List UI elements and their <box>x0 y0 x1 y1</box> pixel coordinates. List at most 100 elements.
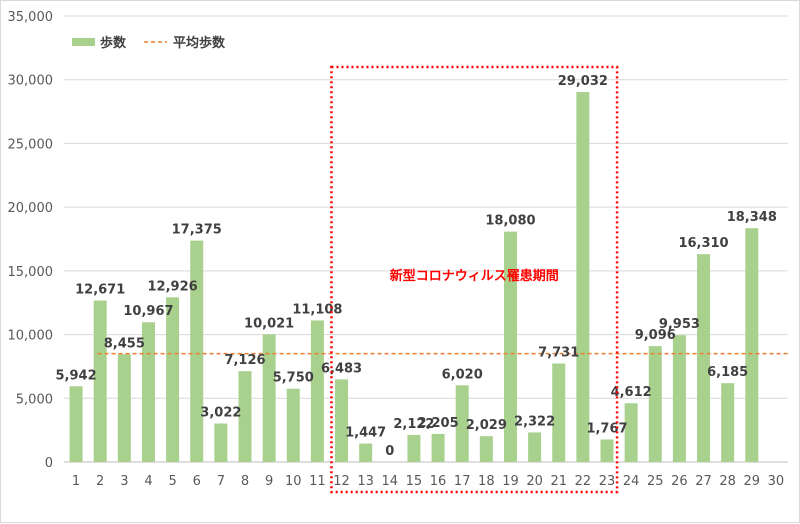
x-tick-label: 16 <box>430 474 447 489</box>
bar-day-21 <box>552 363 566 462</box>
data-label-day-24: 4,612 <box>611 385 652 400</box>
bar-day-7 <box>214 423 228 462</box>
x-tick-label: 4 <box>144 474 152 489</box>
data-label-day-5: 12,926 <box>148 279 198 294</box>
gridlines <box>64 15 788 463</box>
data-label-day-23: 1,767 <box>586 421 627 436</box>
x-tick-label: 11 <box>309 474 326 489</box>
x-tick-label: 21 <box>550 474 567 489</box>
x-tick-label: 29 <box>744 474 761 489</box>
x-tick-label: 26 <box>671 474 688 489</box>
bar-day-20 <box>528 432 542 462</box>
legend-swatch-steps <box>72 38 95 46</box>
bar-day-26 <box>672 335 686 462</box>
y-tick-label: 10,000 <box>8 329 54 344</box>
x-tick-label: 13 <box>357 474 374 489</box>
y-tick-label: 20,000 <box>8 201 54 216</box>
x-tick-label: 6 <box>193 474 201 489</box>
x-tick-label: 12 <box>333 474 350 489</box>
bar-day-24 <box>624 403 638 462</box>
bar-day-2 <box>93 300 107 462</box>
bar-day-22 <box>576 92 590 462</box>
data-label-day-11: 11,108 <box>292 302 342 317</box>
bar-day-5 <box>166 297 180 462</box>
step-bars <box>69 92 759 462</box>
x-tick-label: 28 <box>719 474 736 489</box>
data-label-day-26: 9,953 <box>659 317 700 332</box>
y-tick-label: 25,000 <box>8 137 54 152</box>
annotation-label: 新型コロナウィルス罹患期間 <box>390 268 559 284</box>
bar-day-29 <box>745 228 759 462</box>
bar-day-9 <box>262 334 276 462</box>
bar-day-27 <box>697 254 711 462</box>
bar-day-18 <box>479 436 493 462</box>
data-label-day-19: 18,080 <box>485 214 535 229</box>
bar-day-13 <box>359 443 373 462</box>
data-labels: 5,942 12,671 8,455 10,967 12,926 17,375 3,022 7… <box>56 74 777 459</box>
data-label-day-18: 2,029 <box>466 418 507 433</box>
data-label-day-29: 18,348 <box>727 210 777 225</box>
x-tick-label: 17 <box>454 474 471 489</box>
bar-day-12 <box>335 379 349 462</box>
data-label-day-15: 2,122 <box>393 417 434 432</box>
data-label-day-7: 3,022 <box>200 405 241 420</box>
bar-day-4 <box>141 322 155 462</box>
data-label-day-1: 5,942 <box>56 368 97 383</box>
x-tick-label: 7 <box>217 474 225 489</box>
data-label-day-14: 0 <box>385 444 394 459</box>
y-tick-label: 35,000 <box>8 10 54 25</box>
data-label-day-9: 10,021 <box>244 316 294 331</box>
legend-label-average: 平均歩数 <box>173 35 226 51</box>
x-tick-label: 30 <box>768 474 785 489</box>
bar-day-19 <box>503 231 517 462</box>
data-label-day-25: 9,096 <box>635 328 676 343</box>
bar-day-25 <box>648 346 662 462</box>
x-tick-label: 27 <box>695 474 712 489</box>
x-tick-label: 24 <box>623 474 640 489</box>
x-tick-label: 8 <box>241 474 249 489</box>
x-tick-label: 1 <box>72 474 80 489</box>
data-label-day-21: 7,731 <box>538 345 579 360</box>
y-tick-label: 30,000 <box>8 74 54 89</box>
data-label-day-17: 6,020 <box>442 367 483 382</box>
y-axis-tick-labels: 0 5,000 10,000 15,000 20,000 25,000 30,000 35,0… <box>8 10 54 471</box>
x-tick-label: 22 <box>575 474 592 489</box>
data-label-day-12: 6,483 <box>321 361 362 376</box>
bar-day-1 <box>69 386 83 462</box>
x-tick-label: 15 <box>406 474 423 489</box>
bar-day-3 <box>117 354 131 462</box>
bar-day-17 <box>455 385 469 462</box>
bar-day-11 <box>310 320 324 462</box>
x-tick-label: 10 <box>285 474 302 489</box>
x-tick-label: 14 <box>382 474 399 489</box>
data-label-day-20: 2,322 <box>514 414 555 429</box>
x-tick-label: 3 <box>120 474 128 489</box>
bar-day-8 <box>238 371 252 462</box>
x-tick-label: 23 <box>599 474 616 489</box>
data-label-day-4: 10,967 <box>123 304 173 319</box>
y-tick-label: 5,000 <box>16 392 53 407</box>
x-tick-label: 5 <box>168 474 176 489</box>
data-label-day-27: 16,310 <box>678 236 728 251</box>
x-tick-label: 19 <box>502 474 519 489</box>
y-tick-label: 0 <box>45 456 53 471</box>
bar-day-23 <box>600 439 614 462</box>
data-label-day-8: 7,126 <box>224 353 265 368</box>
bar-day-28 <box>721 383 735 462</box>
bar-day-15 <box>407 434 421 462</box>
legend-label-steps: 歩数 <box>100 35 127 51</box>
x-tick-label: 25 <box>647 474 664 489</box>
data-label-day-10: 5,750 <box>273 371 314 386</box>
data-label-day-13: 1,447 <box>345 426 386 441</box>
data-label-day-22: 29,032 <box>558 74 608 89</box>
y-tick-label: 15,000 <box>8 265 54 280</box>
bar-day-10 <box>286 388 300 462</box>
x-axis-tick-labels: 1 2 3 4 5 6 7 8 9 10 11 12 13 14 15 16 17 18 19 20 21 22 23 24 2… <box>72 474 784 489</box>
covid-period-annotation: 新型コロナウィルス罹患期間 <box>330 65 619 494</box>
bar-day-6 <box>190 240 204 462</box>
data-label-day-2: 12,671 <box>75 283 125 298</box>
data-label-day-6: 17,375 <box>172 223 222 238</box>
data-label-day-3: 8,455 <box>104 336 145 351</box>
